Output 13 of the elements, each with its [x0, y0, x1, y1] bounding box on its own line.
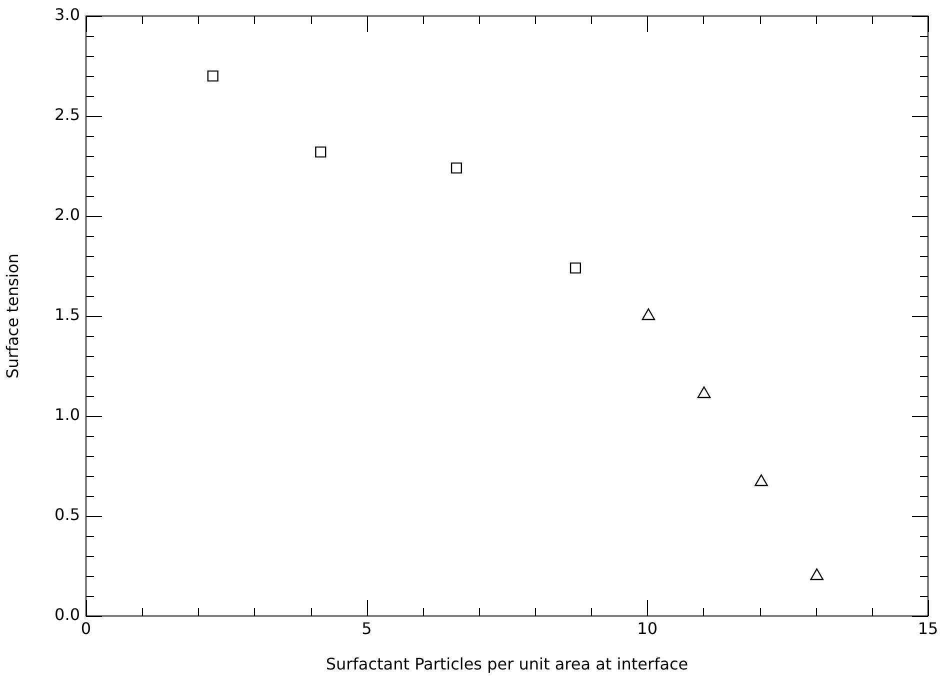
x-axis-title: Surfactant Particles per unit area at interface [326, 654, 688, 674]
y-axis-title: Surface tension [2, 253, 22, 379]
y-tick-label: 1.0 [54, 405, 80, 424]
y-tick-label: 3.0 [54, 5, 80, 24]
y-tick-label: 0.5 [54, 505, 80, 524]
x-tick-label: 0 [80, 618, 92, 638]
x-tick-label: 5 [362, 618, 372, 638]
y-tick-label: 0.0 [54, 605, 80, 624]
x-tick-label: 15 [918, 618, 938, 638]
y-tick-label: 2.5 [54, 105, 80, 124]
y-tick-label: 2.0 [54, 205, 80, 224]
x-tick-label: 10 [637, 618, 658, 638]
y-tick-label: 1.5 [54, 305, 80, 324]
